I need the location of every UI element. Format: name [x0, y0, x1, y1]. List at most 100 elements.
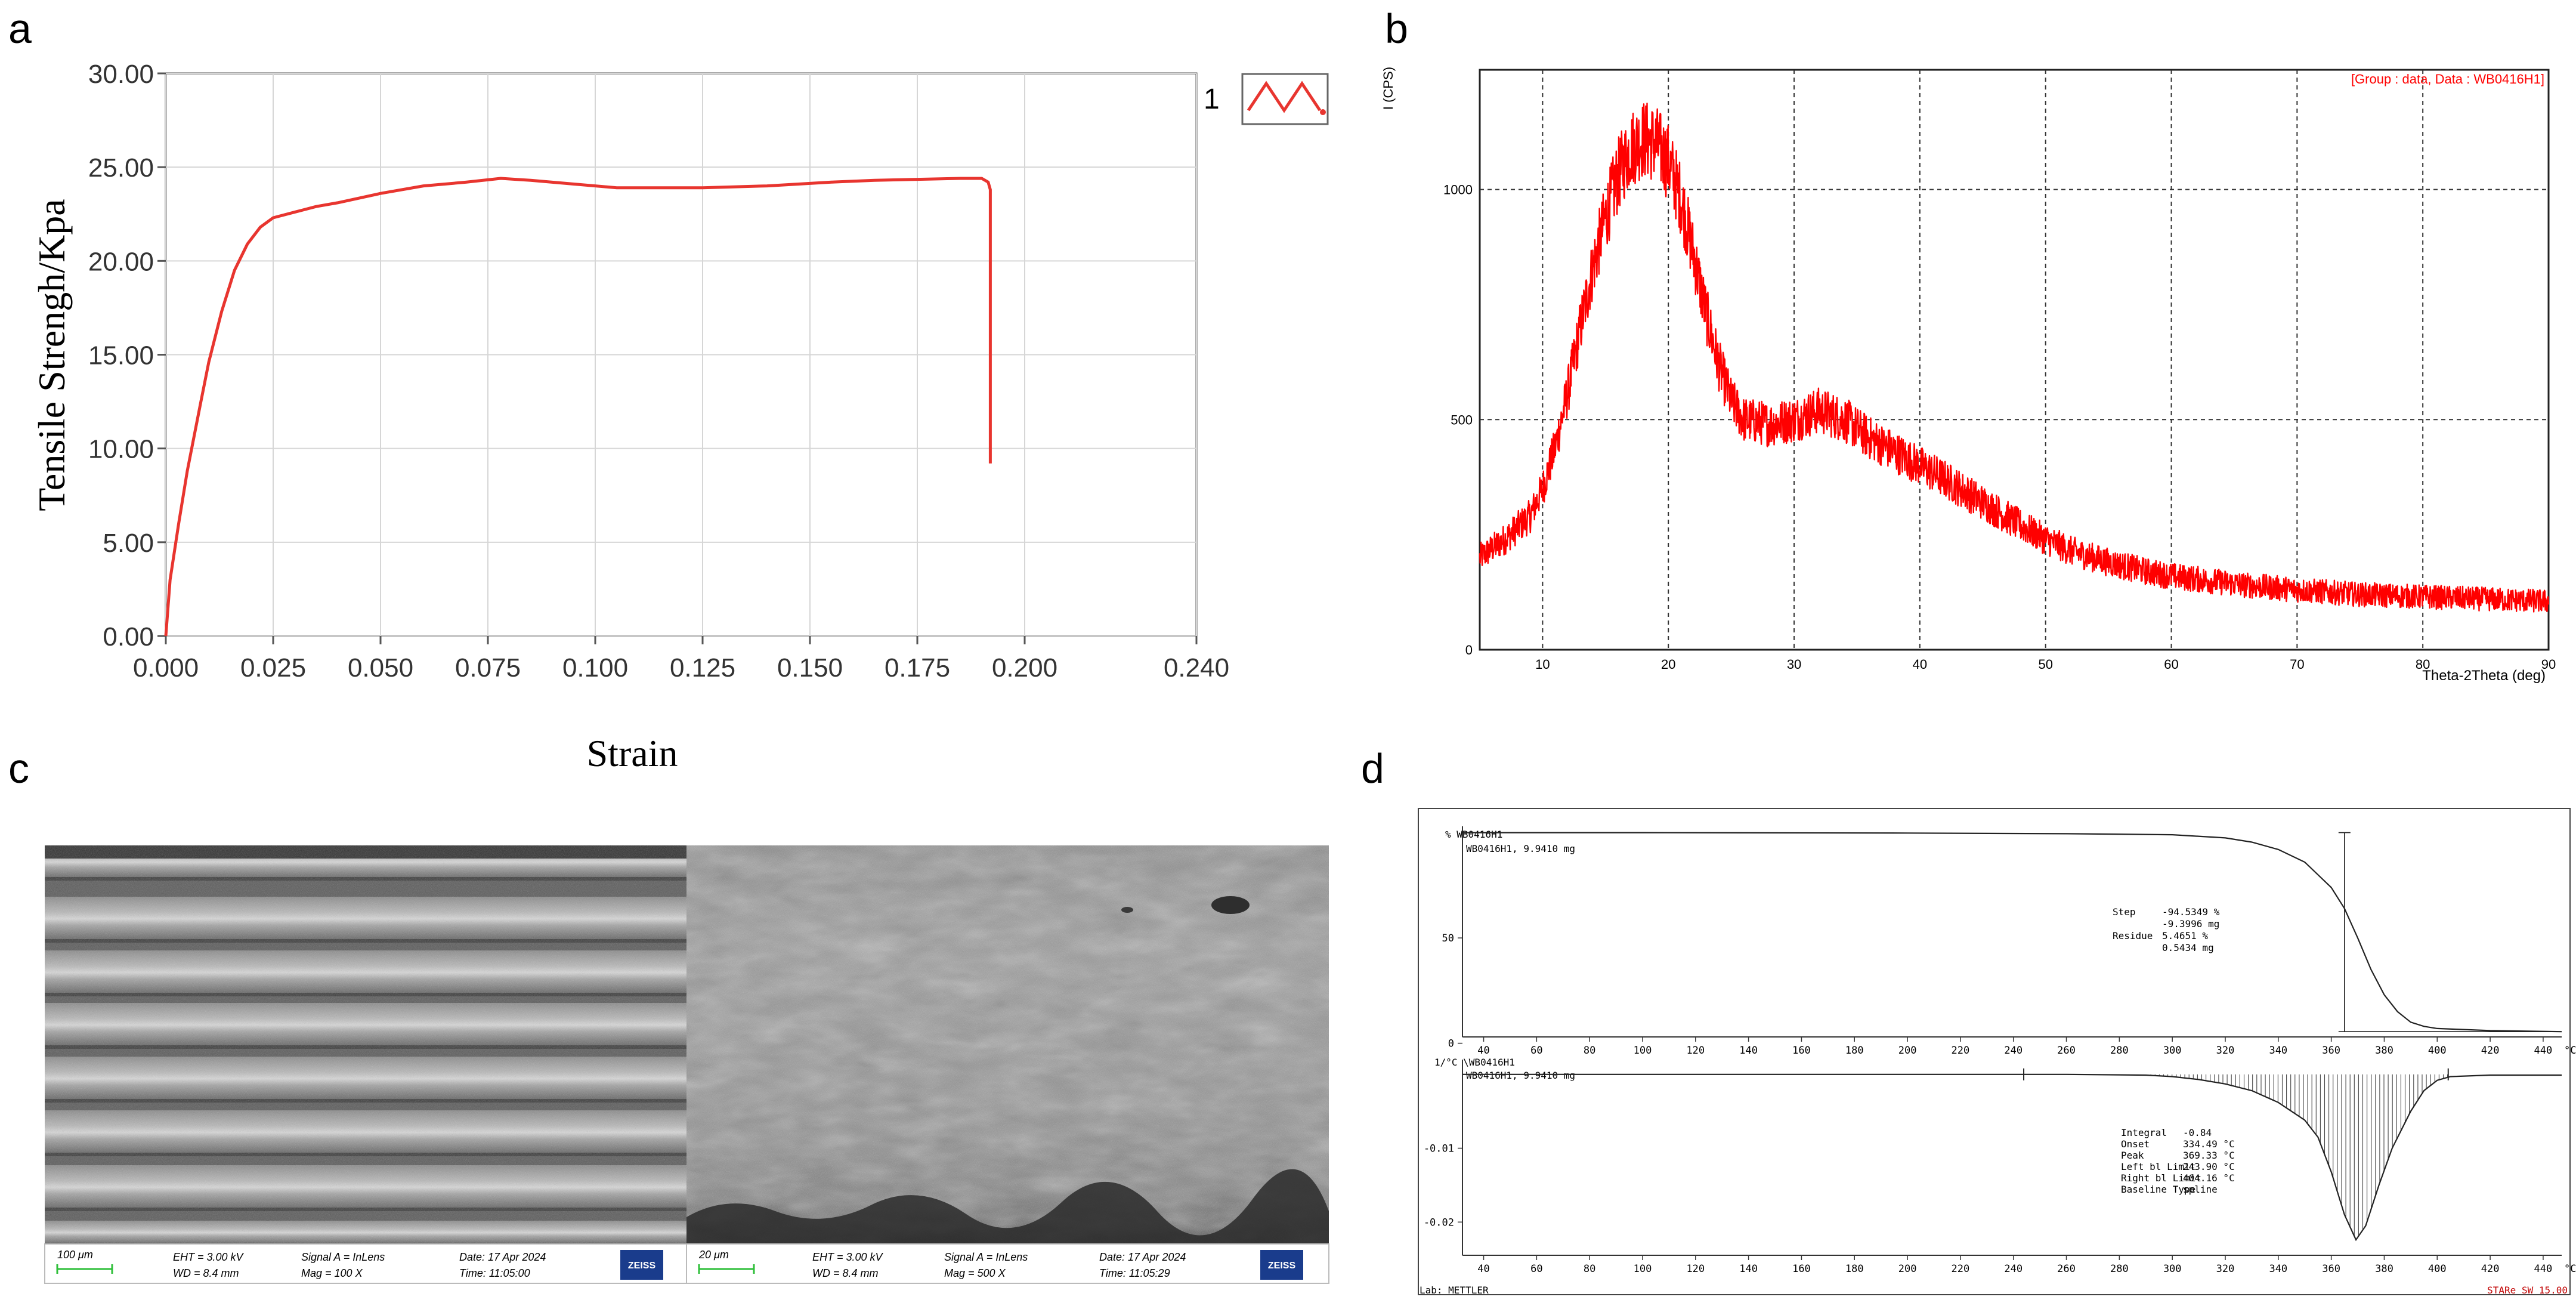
chart-d-dtg-x-tick-label: 120: [1686, 1263, 1705, 1275]
chart-a-legend: 1: [1204, 73, 1329, 125]
chart-d-dtg-limit-markers: [2023, 1068, 2449, 1080]
sem-left-date: Date: 17 Apr 2024: [459, 1251, 546, 1263]
chart-d-dtg-x-tick-label: 140: [1739, 1263, 1758, 1275]
chart-b-x-tick-label: 70: [2290, 657, 2304, 672]
chart-d-dtg-annotation-label: Baseline Type: [2121, 1184, 2195, 1195]
chart-d-tga-annotation-value: 0.5434 mg: [2162, 942, 2214, 953]
panel-label-b: b: [1385, 5, 1408, 52]
chart-d-dtg-x-tick-label: 180: [1845, 1263, 1864, 1275]
sem-right-pore: [1211, 896, 1250, 914]
sem-right-pore-2: [1121, 907, 1133, 913]
chart-a-y-tick-label: 15.00: [88, 341, 154, 371]
chart-a-legend-swatch-dot: [1320, 109, 1326, 115]
chart-d-dtg-subheader: WB0416H1, 9.9410 mg: [1466, 1070, 1575, 1081]
chart-a-x-tick-label: 0.150: [777, 653, 843, 683]
chart-b-x-tick-label: 20: [1661, 657, 1675, 672]
chart-d-dtg-annotation-value: spline: [2183, 1184, 2218, 1195]
chart-b-x-tick-label: 60: [2164, 657, 2178, 672]
chart-d-tga-x-tick-label: 120: [1686, 1045, 1705, 1057]
chart-a-legend-swatch-line: [1247, 81, 1322, 113]
chart-d-dtg: 1/°C \WB0416H1 WB0416H1, 9.9410 mg -0.01…: [1424, 1057, 2576, 1275]
chart-d-dtg-annotation-value: 334.49 °C: [2183, 1138, 2235, 1150]
chart-d-tga-x-tick-label: 320: [2216, 1045, 2235, 1057]
chart-d-tga-x-tick-label: 260: [2057, 1045, 2076, 1057]
chart-d-dtg-header: 1/°C \WB0416H1: [1434, 1057, 1515, 1068]
chart-d-dtg-x-tick-label: 280: [2110, 1263, 2129, 1275]
sem-right-mag: Mag = 500 X: [944, 1267, 1006, 1279]
chart-d-tga-y-tick-label: 0: [1448, 1038, 1454, 1050]
chart-b-legend-text: [Group : data, Data : WB0416H1]: [2351, 72, 2544, 87]
sem-left-zeiss-logo: [620, 1250, 663, 1280]
sem-right-infobar: 20 μm EHT = 3.00 kV WD = 8.4 mm Signal A…: [686, 1243, 1329, 1284]
sem-left-texture: [45, 845, 686, 1244]
sem-left-infobar: 100 μm EHT = 3.00 kV WD = 8.4 mm Signal …: [44, 1243, 687, 1284]
chart-d-dtg-annotation-value: 369.33 °C: [2183, 1150, 2235, 1161]
chart-d-dtg-x-tick-label: 400: [2428, 1263, 2447, 1275]
chart-d-dtg-x-tick-label: 160: [1792, 1263, 1811, 1275]
chart-b-x-tick-label: 80: [2416, 657, 2430, 672]
sem-right-zeiss-text: ZEISS: [1268, 1261, 1296, 1271]
chart-d-tga-subheader: WB0416H1, 9.9410 mg: [1466, 843, 1575, 854]
chart-a-x-tick-label: 0.025: [240, 653, 306, 683]
chart-d-tga-y-ticks: 0 50: [1442, 933, 1462, 1050]
chart-a-y-tick-label: 0.00: [103, 622, 154, 652]
chart-d-tga-x-tick-label: 100: [1634, 1045, 1652, 1057]
chart-d-dtg-x-tick-label: 420: [2481, 1263, 2500, 1275]
chart-b-y-tick-label: 0: [1465, 643, 1473, 657]
chart-d-tga-x-tick-label: 360: [2322, 1045, 2340, 1057]
chart-d-tga-x-tick-label: 420: [2481, 1045, 2500, 1057]
chart-d-tga-x-tick-label: 80: [1584, 1045, 1595, 1057]
chart-a-x-tick-label: 0.175: [885, 653, 950, 683]
chart-b-y-tick-label: 500: [1451, 412, 1473, 427]
chart-d-dtg-x-tick-label: 200: [1898, 1263, 1917, 1275]
chart-a-y-tick-label: 20.00: [88, 247, 154, 276]
chart-d-tga-x-tick-label: 280: [2110, 1045, 2129, 1057]
chart-a-x-tick-label: 0.200: [992, 653, 1057, 683]
panel-label-a: a: [8, 5, 32, 52]
chart-b-x-tick-label: 30: [1787, 657, 1801, 672]
chart-d-tga-annotation-label: Step: [2113, 906, 2136, 918]
chart-a-legend-label: 1: [1204, 84, 1220, 115]
sem-right-date: Date: 17 Apr 2024: [1099, 1251, 1186, 1263]
chart-d-dtg-x-tick-label: 380: [2375, 1263, 2393, 1275]
chart-d-dtg-x-tick-label: 240: [2004, 1263, 2023, 1275]
chart-a-x-tick-label: 0.050: [348, 653, 413, 683]
chart-a-x-tick-label: 0.075: [455, 653, 521, 683]
chart-b-y-tick-label: 1000: [1443, 183, 1473, 197]
chart-d-dtg-annotation-label: Right bl Limit: [2121, 1172, 2201, 1184]
chart-d-dtg-x-tick-label: 440: [2534, 1263, 2553, 1275]
chart-a-series-line: [164, 177, 992, 637]
chart-d-footer-right: STARe SW 15.00: [2487, 1285, 2568, 1296]
sem-left-eht: EHT = 3.00 kV: [173, 1251, 245, 1263]
chart-d-dtg-y-tick-label: -0.01: [1424, 1143, 1454, 1155]
chart-a-y-ticks: 0.00 5.00 10.00 15.00 20.00 25.00 30.00: [88, 60, 166, 652]
chart-d-dtg-x-tick-label: 40: [1477, 1263, 1489, 1275]
chart-d-dtg-annotation-label: Integral: [2121, 1127, 2167, 1138]
sem-right-scale-bar: [698, 1264, 755, 1274]
sem-left-mag: Mag = 100 X: [301, 1267, 363, 1279]
sem-right-eht: EHT = 3.00 kV: [812, 1251, 884, 1263]
chart-b-x-tick-label: 90: [2541, 657, 2556, 672]
sem-left-zeiss-text: ZEISS: [628, 1261, 656, 1271]
chart-b-x-ticks: 10 20 30 40 50 60 70 80 90: [1535, 657, 2556, 672]
sem-right-edge: [686, 1169, 1329, 1244]
chart-d-tga-x-ticks: 40 60 80 100 120 140 160 180 200 220 240 260 280 300 3…: [1477, 1037, 2576, 1057]
chart-b-x-tick-label: 40: [1913, 657, 1927, 672]
chart-b-grid: [1480, 70, 2549, 650]
panel-label-c: c: [8, 745, 29, 792]
sem-image-left: [45, 845, 686, 1246]
chart-d-tga-x-tick-label: 200: [1898, 1045, 1917, 1057]
chart-d-dtg-x-tick-label: 220: [1952, 1263, 1970, 1275]
chart-d-dtg-annotation-label: Onset: [2121, 1138, 2150, 1150]
chart-a-x-tick-label: 0.240: [1164, 653, 1229, 683]
chart-d-tga-y-tick-label: 50: [1442, 933, 1454, 944]
chart-d-tga-x-tick-label: 400: [2428, 1045, 2447, 1057]
chart-d-tga-x-tick-label: 340: [2269, 1045, 2287, 1057]
sem-right-scale-text: 20 μm: [698, 1249, 729, 1261]
chart-d-dtg-x-tick-label: 340: [2269, 1263, 2287, 1275]
chart-d-tga-dtg: % WB0416H1 WB0416H1, 9.9410 mg 0 50 40 60 8…: [1418, 808, 2576, 1296]
chart-d-tga-header: % WB0416H1: [1445, 829, 1502, 840]
chart-b-x-tick-label: 10: [1535, 657, 1550, 672]
chart-b-x-label: Theta-2Theta (deg): [2422, 668, 2546, 684]
chart-d-tga-annotation: Step -94.5349 %-9.3996 mg Residue 5.4651 %0…: [2113, 906, 2220, 953]
